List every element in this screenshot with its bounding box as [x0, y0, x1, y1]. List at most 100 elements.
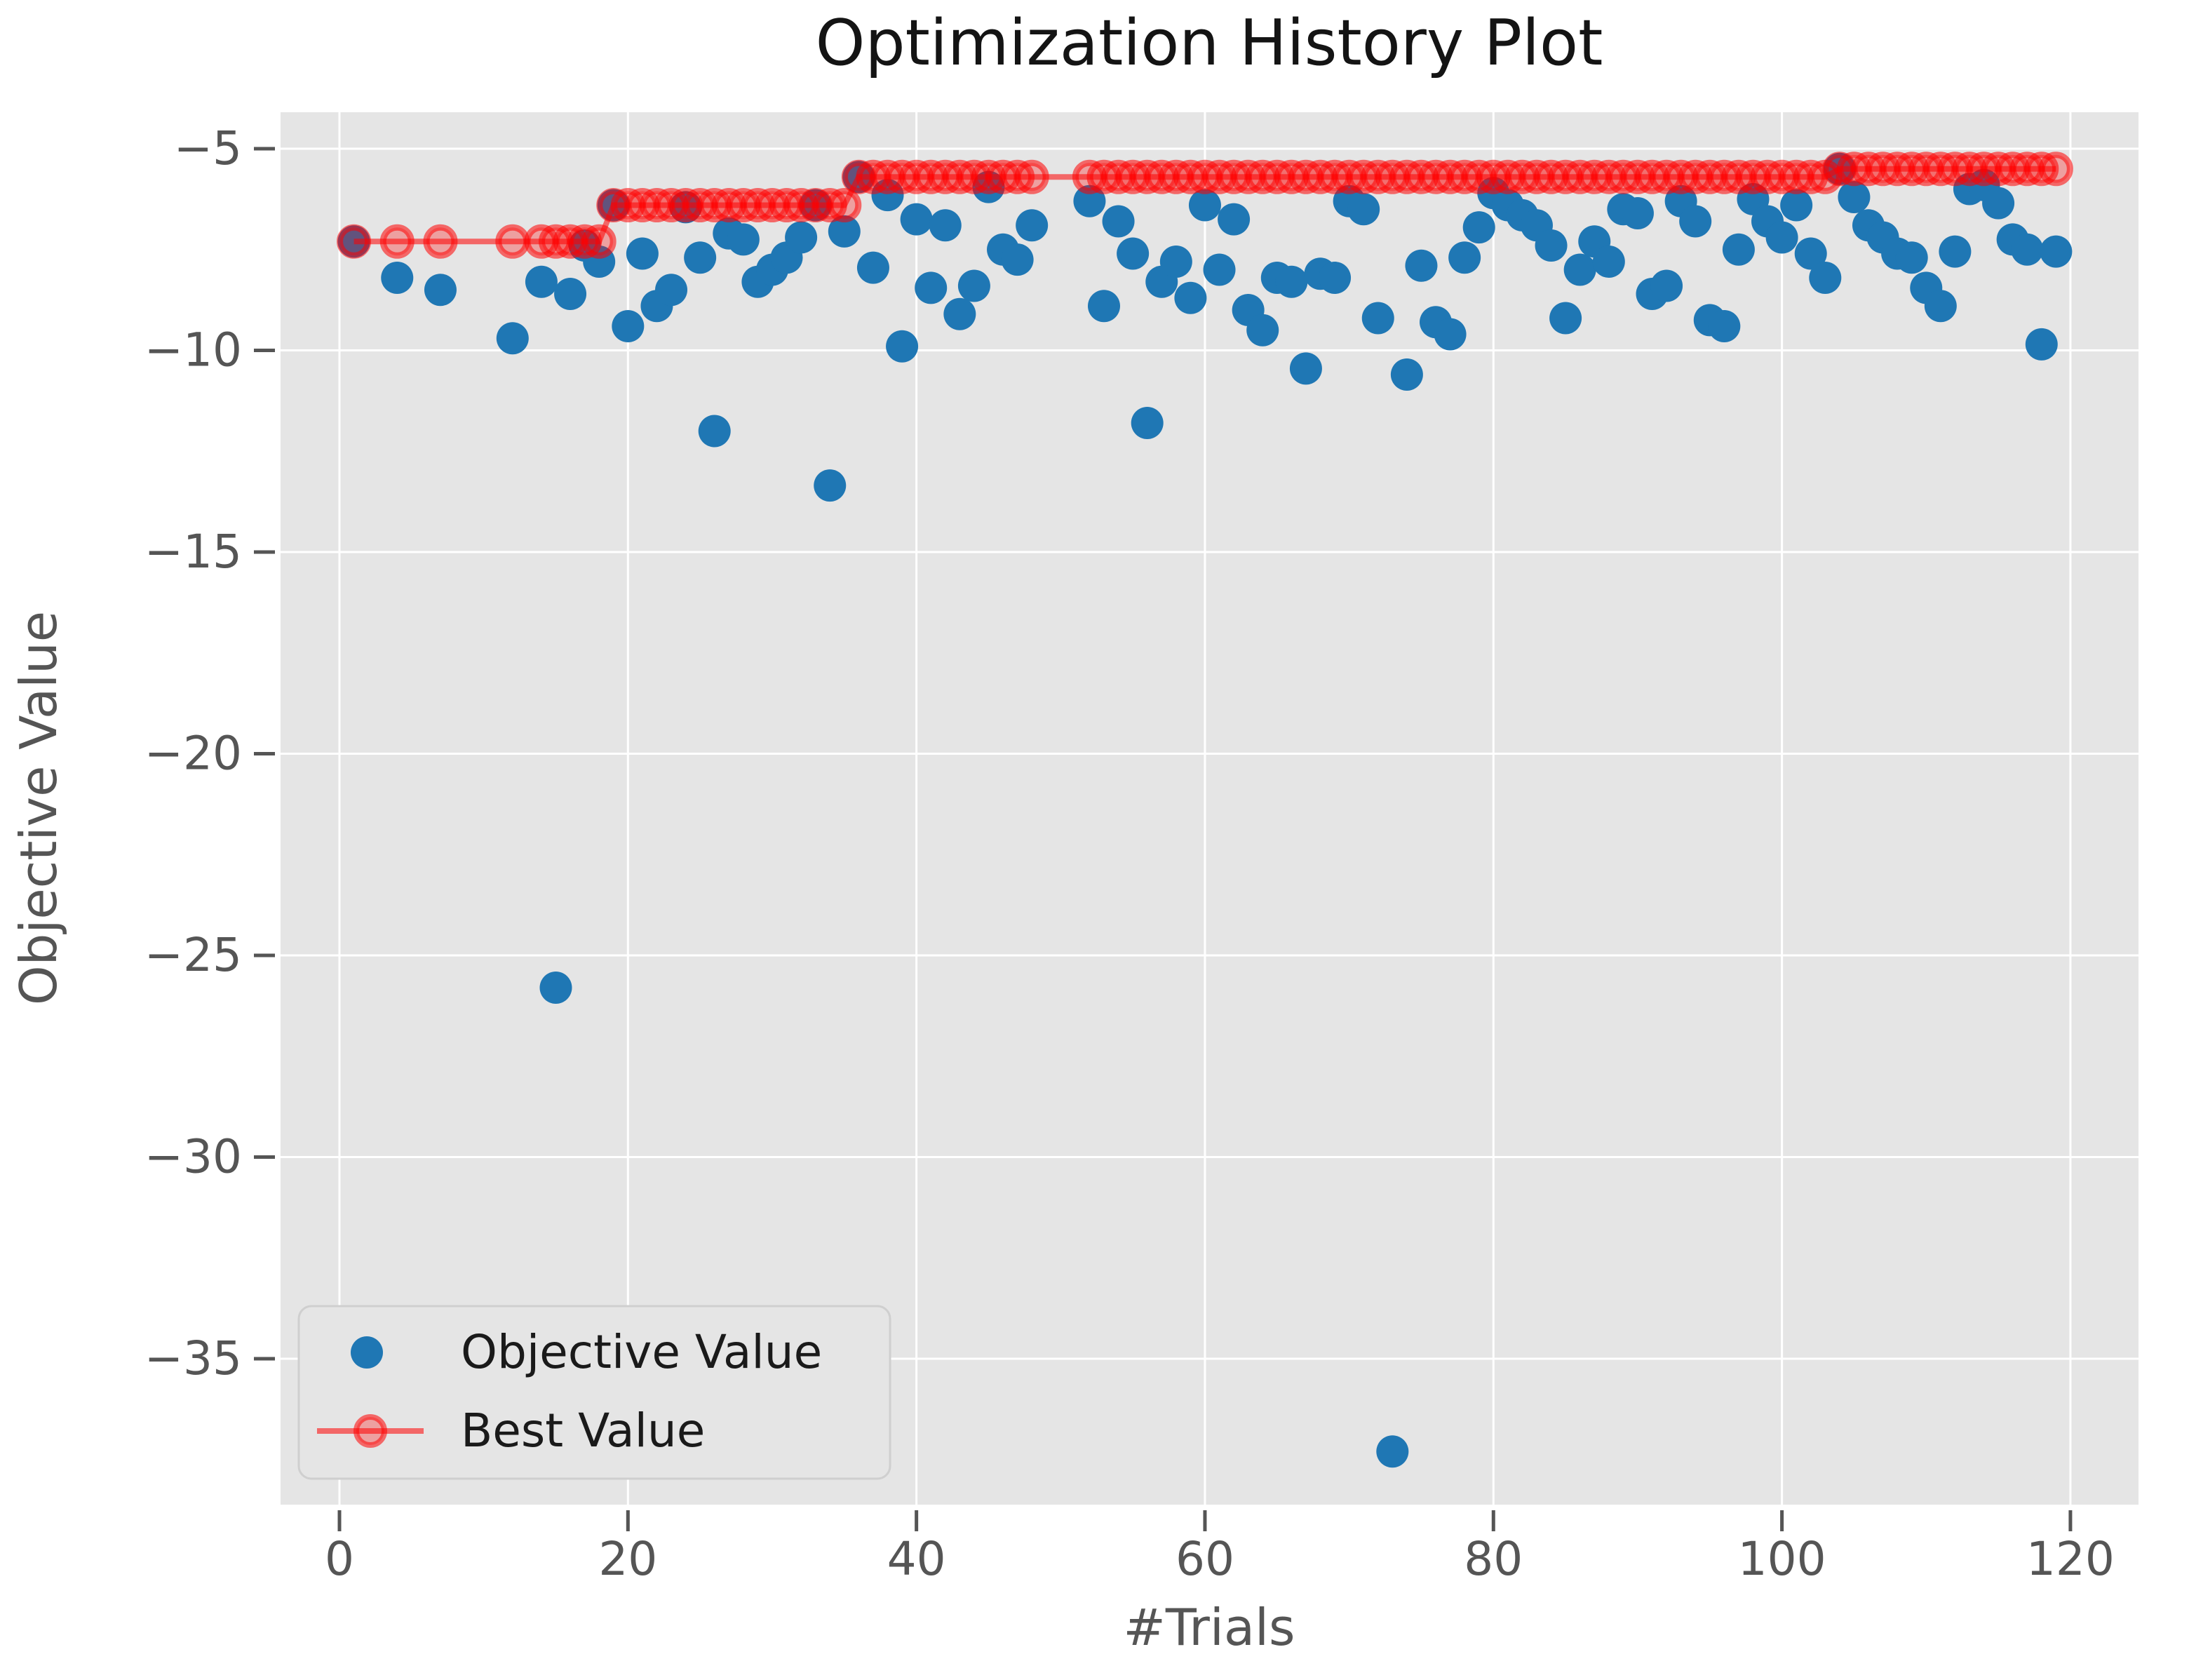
objective-point [1087, 290, 1120, 323]
objective-point [1794, 237, 1827, 270]
objective-point [1982, 187, 2015, 220]
best-value-marker [581, 224, 617, 259]
objective-point [1188, 189, 1221, 222]
objective-point [1939, 235, 1972, 268]
x-axis-label: #Trials [1124, 1598, 1295, 1657]
objective-point [1102, 205, 1135, 238]
x-tick-label: 0 [325, 1532, 354, 1586]
y-tick-label: −25 [144, 928, 242, 982]
best-value-marker [827, 188, 862, 222]
objective-point [1347, 193, 1380, 226]
objective-point [1434, 318, 1467, 351]
best-value-marker [379, 224, 415, 259]
y-tick-label: −20 [144, 727, 242, 781]
plot-area [281, 112, 2139, 1505]
legend-objective-dot-icon [351, 1336, 383, 1369]
objective-point [1462, 211, 1495, 244]
x-tick-label: 20 [598, 1532, 657, 1586]
data-layer [337, 152, 2073, 1468]
objective-point [1765, 221, 1798, 254]
objective-point [626, 237, 659, 270]
objective-point [1563, 253, 1596, 286]
objective-point [1319, 262, 1352, 294]
objective-point [655, 274, 688, 307]
objective-point [1246, 314, 1279, 347]
objective-point [1001, 243, 1034, 276]
objective-point [1535, 229, 1568, 262]
tick-layer: 0 20 40 60 80 100 120 −5 −10 −15 −20 −25 −30 −35 [144, 121, 2115, 1586]
objective-point [1203, 253, 1236, 286]
objective-point [1650, 269, 1683, 302]
objective-point [1621, 197, 1654, 229]
x-tick-label: 80 [1464, 1532, 1523, 1586]
objective-point [1361, 302, 1394, 335]
objective-point [1275, 265, 1308, 298]
legend-best-label: Best Value [461, 1404, 705, 1458]
objective-point [1073, 184, 1106, 217]
best-value-marker [495, 224, 530, 259]
objective-point [1838, 181, 1871, 213]
objective-point [1159, 246, 1192, 278]
chart-title: Optimization History Plot [816, 6, 1603, 80]
objective-point [1448, 241, 1481, 274]
best-value-marker [423, 224, 458, 259]
objective-point [1679, 205, 1712, 238]
objective-point [785, 221, 818, 254]
best-value-marker [1014, 159, 1049, 194]
objective-point [698, 415, 731, 448]
objective-point [828, 215, 861, 248]
objective-point [1549, 302, 1582, 335]
objective-point [424, 274, 457, 307]
objective-point [900, 203, 933, 236]
objective-point [612, 310, 645, 342]
objective-point [525, 265, 558, 298]
y-tick-label: −15 [144, 525, 242, 579]
y-tick-label: −30 [144, 1130, 242, 1184]
best-value-marker [2038, 152, 2073, 187]
best-value-marker [337, 224, 372, 259]
objective-point [1708, 310, 1741, 342]
x-tick-label: 60 [1176, 1532, 1234, 1586]
objective-point [2011, 233, 2044, 266]
objective-point [1895, 241, 1928, 274]
objective-point [943, 297, 976, 330]
objective-point [381, 262, 414, 294]
x-tick-label: 100 [1738, 1532, 1826, 1586]
legend-box [297, 1305, 891, 1480]
y-tick-label: −35 [144, 1331, 242, 1385]
objective-point [856, 251, 889, 284]
y-tick-label: −5 [174, 121, 242, 175]
objective-point [727, 223, 760, 256]
objective-point [1390, 358, 1423, 391]
objective-point [929, 209, 962, 242]
objective-point [814, 469, 847, 502]
objective-point [957, 269, 990, 302]
objective-point [1809, 262, 1842, 294]
objective-point [886, 330, 919, 363]
y-tick-label: −10 [144, 323, 242, 377]
x-tick-label: 120 [2026, 1532, 2115, 1586]
objective-point [915, 271, 948, 304]
objective-point [1924, 290, 1957, 323]
objective-point [1117, 237, 1150, 270]
objective-point [554, 278, 587, 310]
objective-point [1592, 246, 1625, 278]
x-tick-label: 40 [887, 1532, 946, 1586]
legend-best-marker-icon [353, 1414, 387, 1448]
objective-point [1218, 203, 1251, 236]
objective-point [2025, 328, 2058, 361]
objective-point [1376, 1435, 1409, 1468]
y-axis-label: Objective Value [9, 611, 68, 1005]
objective-point [1722, 233, 1755, 266]
objective-point [1174, 281, 1207, 314]
objective-point [1405, 249, 1438, 282]
objective-point [1131, 407, 1164, 439]
objective-point [1780, 189, 1813, 222]
objective-point [496, 322, 529, 355]
legend: Objective Value Best Value [297, 1305, 891, 1480]
objective-point [1289, 352, 1322, 385]
legend-objective-label: Objective Value [461, 1325, 822, 1379]
objective-point [1016, 209, 1049, 242]
objective-point [2040, 235, 2073, 268]
